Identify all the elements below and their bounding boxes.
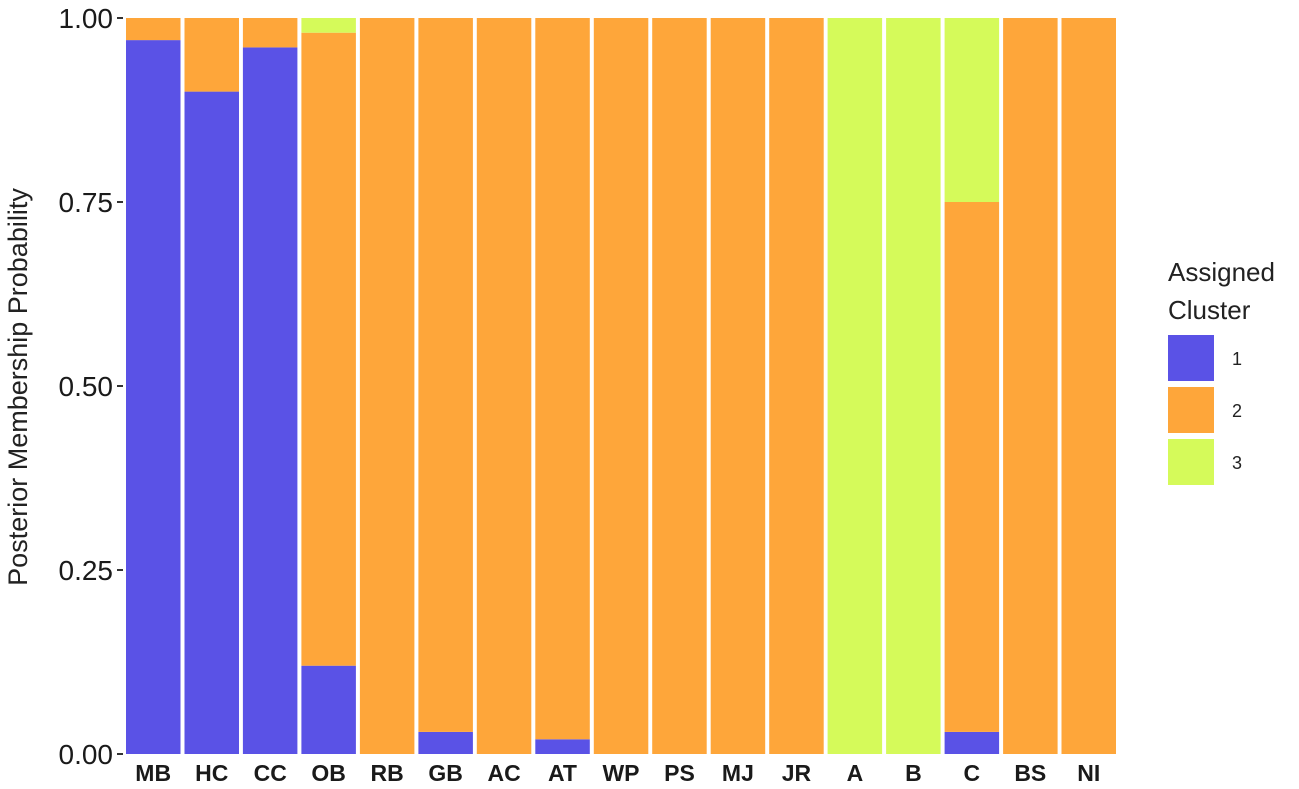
x-axis: MB HC CC OB RB GB AC AT WP PS MJ JR A B C BS NI <box>135 760 1100 786</box>
x-tick-label-rb: RB <box>370 760 403 786</box>
bar-segment-gb-cluster-2 <box>418 18 473 732</box>
bar-segment-gb-cluster-1 <box>418 731 473 754</box>
bar-segment-ob-cluster-1 <box>301 665 356 754</box>
bar-segment-at-cluster-1 <box>535 739 590 754</box>
legend-title-line1: Assigned <box>1168 257 1275 287</box>
legend-key-2 <box>1168 387 1214 433</box>
x-tick-label-gb: GB <box>428 760 463 786</box>
x-tick-label-ni: NI <box>1077 760 1100 786</box>
bar-segment-c-cluster-1 <box>944 731 1000 754</box>
x-tick-label-a: A <box>847 760 864 786</box>
bar-segment-hc-cluster-2 <box>184 18 239 92</box>
y-tick-label: 1.00 <box>59 3 114 34</box>
x-tick-label-jr: JR <box>782 760 812 786</box>
bar-segment-a-cluster-3 <box>827 18 883 754</box>
x-tick-label-b: B <box>905 760 922 786</box>
bar-segment-at-cluster-2 <box>535 18 590 740</box>
legend-key-3 <box>1168 439 1214 485</box>
bar-segment-ob-cluster-2 <box>301 32 356 666</box>
bar-segment-cc-cluster-2 <box>242 18 298 48</box>
bar-segment-ac-cluster-2 <box>476 18 532 754</box>
y-axis-label: Posterior Membership Probability <box>3 188 33 586</box>
x-tick-label-at: AT <box>548 760 577 786</box>
bar-segment-ni-cluster-2 <box>1061 18 1116 754</box>
legend-label-3: 3 <box>1232 453 1242 473</box>
bar-segment-wp-cluster-2 <box>593 18 649 754</box>
bar-segment-rb-cluster-2 <box>359 18 415 754</box>
x-tick-label-mj: MJ <box>722 760 754 786</box>
bar-segment-ob-cluster-3 <box>301 18 356 33</box>
x-tick-label-ps: PS <box>664 760 695 786</box>
bar-segment-jr-cluster-2 <box>769 18 824 754</box>
legend-label-1: 1 <box>1232 349 1242 369</box>
legend-label-2: 2 <box>1232 401 1242 421</box>
y-tick-label: 0.00 <box>59 739 114 770</box>
bar-segment-b-cluster-3 <box>886 18 941 754</box>
x-tick-label-bs: BS <box>1014 760 1046 786</box>
x-tick-label-cc: CC <box>254 760 287 786</box>
x-tick-label-mb: MB <box>135 760 171 786</box>
bar-segment-mj-cluster-2 <box>710 18 766 754</box>
legend-key-1 <box>1168 335 1214 381</box>
x-tick-label-ob: OB <box>311 760 346 786</box>
x-tick-label-hc: HC <box>195 760 228 786</box>
x-tick-label-wp: WP <box>602 760 639 786</box>
bar-segment-c-cluster-3 <box>944 18 1000 202</box>
bar-segment-mb-cluster-1 <box>126 40 181 755</box>
y-axis: 0.00 0.25 0.50 0.75 1.00 <box>59 3 123 770</box>
y-tick-label: 0.75 <box>59 187 114 218</box>
bar-segment-hc-cluster-1 <box>184 91 239 755</box>
bar-segment-cc-cluster-1 <box>242 47 298 754</box>
bar-segment-bs-cluster-2 <box>1003 18 1058 754</box>
plot-area <box>126 18 1116 755</box>
x-tick-label-c: C <box>963 760 980 786</box>
legend-title-line2: Cluster <box>1168 295 1251 325</box>
bar-segment-ps-cluster-2 <box>652 18 707 754</box>
bar-segment-mb-cluster-2 <box>126 18 181 41</box>
x-tick-label-ac: AC <box>487 760 520 786</box>
y-tick-label: 0.25 <box>59 555 114 586</box>
y-tick-label: 0.50 <box>59 371 114 402</box>
bar-segment-c-cluster-2 <box>944 202 1000 732</box>
legend: Assigned Cluster 1 2 3 <box>1168 257 1275 485</box>
